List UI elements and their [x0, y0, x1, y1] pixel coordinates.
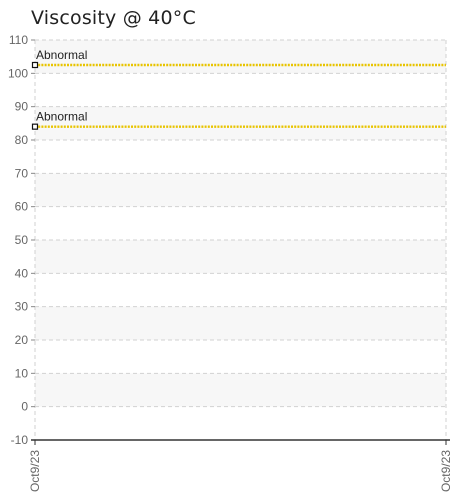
grid-band [35, 106, 446, 140]
x-tick-labels: Oct9/23 Oct9/23 [28, 450, 453, 492]
x-tick-label: Oct9/23 [439, 450, 453, 492]
y-tick-label: -10 [11, 433, 29, 447]
y-tick-label: 20 [15, 333, 29, 347]
y-tick-label: 50 [15, 233, 29, 247]
grid-band [35, 240, 446, 274]
abnormal-limit-marker [31, 61, 39, 69]
y-tick-label: 110 [9, 33, 28, 47]
abnormal-limit-label: Abnormal [36, 110, 87, 124]
grid-band [35, 306, 446, 340]
y-tick-label: 40 [15, 266, 29, 280]
abnormal-limit-marker [31, 123, 39, 130]
y-tick-label: 70 [15, 166, 29, 180]
y-tick-labels: -10 0 10 20 30 40 50 60 70 80 90 100 110 [8, 33, 28, 447]
y-tick-label: 0 [21, 400, 28, 414]
x-tick-label: Oct9/23 [28, 450, 42, 492]
y-tick-label: 10 [15, 366, 29, 380]
grid-band [35, 173, 446, 207]
y-tick-label: 60 [15, 200, 29, 214]
y-tick-label: 90 [15, 100, 29, 114]
axes [31, 39, 450, 445]
grid-band [35, 40, 446, 74]
y-tick-label: 100 [8, 66, 28, 80]
y-tick-label: 30 [15, 300, 29, 314]
background-bands [35, 40, 446, 407]
abnormal-limit-label: Abnormal [36, 48, 87, 62]
y-tick-label: 80 [15, 133, 29, 147]
limit-lines: Abnormal Abnormal [31, 48, 446, 130]
chart-title: Viscosity @ 40°C [31, 7, 196, 29]
grid-band [35, 373, 446, 407]
